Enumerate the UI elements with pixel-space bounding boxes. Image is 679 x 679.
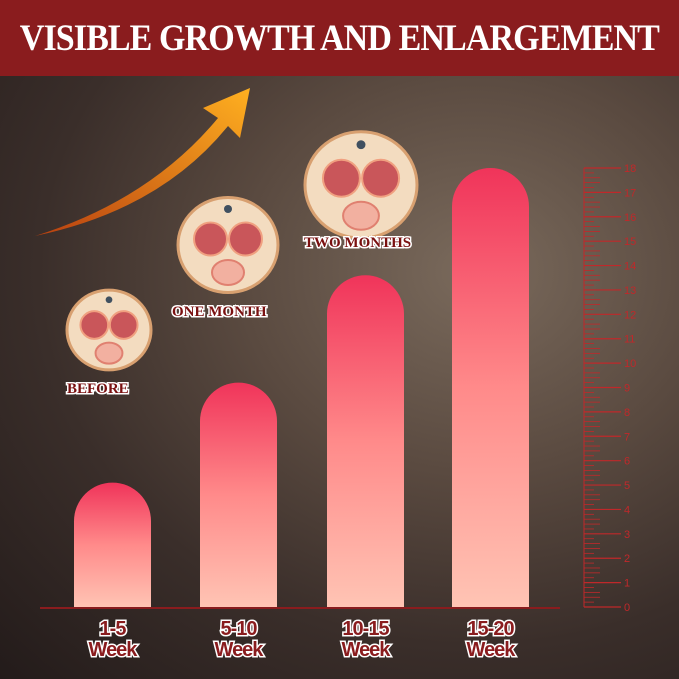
y-tick-label: 18	[624, 163, 636, 175]
y-tick-label: 16	[624, 212, 636, 224]
y-tick-label: 3	[624, 529, 630, 541]
bar	[200, 382, 277, 607]
x-tick-label: Week	[467, 639, 517, 661]
cross-section-icon	[176, 196, 280, 294]
bar	[74, 482, 151, 607]
x-tick-label: 15-20	[467, 618, 514, 640]
stage-label-two-months: TWO MONTHS	[304, 235, 411, 251]
y-tick-label: 5	[624, 480, 630, 492]
y-tick-label: 7	[624, 431, 630, 443]
y-tick-label: 4	[624, 504, 630, 516]
x-tick-label: Week	[89, 639, 139, 661]
y-tick-label: 10	[624, 358, 636, 370]
bar	[327, 275, 404, 607]
y-tick-label: 8	[624, 407, 630, 419]
y-tick-label: 6	[624, 456, 630, 468]
stage-label-before: BEFORE	[67, 381, 129, 397]
x-tick-label: 5-10	[220, 618, 257, 640]
y-tick-label: 0	[624, 602, 630, 614]
header-banner: VISIBLE GROWTH AND ENLARGEMENT	[0, 0, 679, 76]
bar	[452, 168, 529, 607]
cross-section-icon	[65, 288, 153, 372]
stage-label-one-month: ONE MONTH	[172, 304, 267, 320]
x-tick-label: Week	[342, 639, 392, 661]
y-tick-label: 12	[624, 309, 636, 321]
x-tick-label: 1-5	[100, 618, 127, 640]
y-tick-label: 2	[624, 553, 630, 565]
x-tick-label: Week	[215, 639, 265, 661]
y-tick-label: 14	[624, 261, 636, 273]
y-tick-label: 15	[624, 236, 636, 248]
y-tick-label: 11	[624, 334, 635, 346]
y-tick-label: 9	[624, 383, 630, 395]
page-title: VISIBLE GROWTH AND ENLARGEMENT	[19, 17, 660, 59]
y-tick-label: 17	[624, 187, 636, 199]
y-tick-label: 1	[624, 578, 630, 590]
cross-section-icon	[303, 130, 419, 240]
y-tick-label: 13	[624, 285, 636, 297]
x-tick-label: 10-15	[342, 618, 389, 640]
growth-arrow-icon	[35, 88, 250, 236]
